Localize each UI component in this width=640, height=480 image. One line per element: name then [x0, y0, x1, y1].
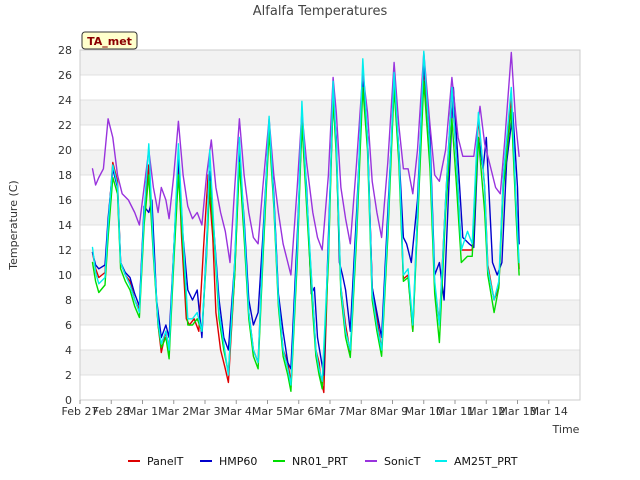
x-tick-label: Mar 11 — [436, 405, 474, 418]
grid-band — [80, 350, 580, 375]
x-tick-label: Mar 2 — [158, 405, 189, 418]
ta-met-badge: TA_met — [81, 31, 138, 50]
x-tick-label: Mar 5 — [252, 405, 283, 418]
series-line-sonict — [91, 51, 520, 276]
legend-label-am25t-prt: AM25T_PRT — [454, 455, 518, 468]
chart-title: Alfalfa Temperatures — [253, 4, 388, 19]
x-tick-label: Mar 8 — [346, 405, 377, 418]
series-lines — [91, 50, 520, 394]
x-tick-label: Mar 14 — [530, 405, 568, 418]
grid-band — [80, 250, 580, 275]
x-tick-label: Mar 3 — [189, 405, 220, 418]
y-tick-label: 18 — [58, 169, 72, 182]
x-tick-label: Mar 10 — [405, 405, 443, 418]
x-tick-label: Mar 6 — [283, 405, 314, 418]
ta-met-badge-label: TA_met — [87, 35, 132, 48]
x-tick-label: Mar 1 — [127, 405, 158, 418]
x-axis-label: Time — [552, 423, 580, 436]
grid-band — [80, 50, 580, 75]
y-tick-label: 12 — [58, 244, 72, 257]
y-tick-label: 8 — [65, 294, 72, 307]
series-line-am25t-prt — [91, 50, 520, 386]
grid-band — [80, 300, 580, 325]
y-tick-label: 6 — [65, 319, 72, 332]
y-tick-label: 16 — [58, 194, 72, 207]
y-tick-label: 14 — [58, 219, 72, 232]
x-tick-label: Mar 9 — [377, 405, 408, 418]
y-tick-label: 28 — [58, 44, 72, 57]
y-tick-label: 4 — [65, 344, 72, 357]
legend: PanelT HMP60 NR01_PRT SonicT AM25T_PRT — [128, 455, 518, 468]
y-tick-label: 0 — [65, 394, 72, 407]
y-tick-label: 20 — [58, 144, 72, 157]
x-tick-label: Mar 4 — [221, 405, 252, 418]
x-tick-label: Feb 27 — [62, 405, 99, 418]
y-tick-label: 2 — [65, 369, 72, 382]
legend-label-hmp60: HMP60 — [219, 455, 257, 468]
y-tick-label: 26 — [58, 69, 72, 82]
x-tick-label: Feb 28 — [93, 405, 130, 418]
x-tick-label: Mar 13 — [498, 405, 536, 418]
x-tick-label: Mar 7 — [314, 405, 345, 418]
y-tick-label: 24 — [58, 94, 72, 107]
x-tick-label: Mar 12 — [467, 405, 505, 418]
y-axis-label: Temperature (C) — [7, 180, 20, 270]
legend-label-panelt: PanelT — [147, 455, 184, 468]
grid-band — [80, 100, 580, 125]
y-tick-label: 22 — [58, 119, 72, 132]
y-tick-label: 10 — [58, 269, 72, 282]
legend-label-sonict: SonicT — [384, 455, 421, 468]
legend-label-nr01-prt: NR01_PRT — [292, 455, 348, 468]
